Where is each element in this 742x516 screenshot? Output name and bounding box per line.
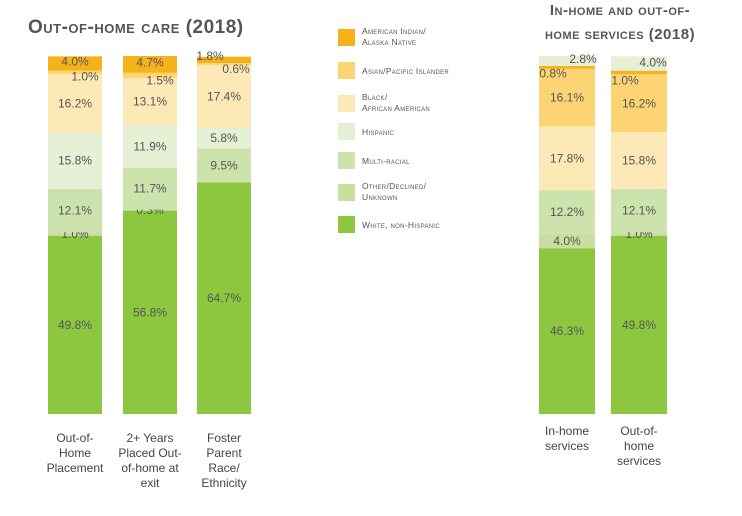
category-label: Out-of-Home Placement [47, 431, 104, 475]
data-label: 11.7% [133, 182, 166, 196]
data-label: 0.8% [539, 66, 567, 80]
data-label: 16.2% [58, 96, 92, 110]
data-label: 4.0% [61, 55, 89, 69]
category-label: Out-of-home services [617, 424, 661, 468]
data-label: 4.7% [136, 55, 164, 69]
bar-segment-multi-racial [611, 188, 667, 233]
data-label: 49.8% [58, 318, 92, 332]
bar-segment-black-african-american [197, 65, 251, 128]
bar-segment-white-non-hispanic [539, 248, 595, 414]
data-label: 4.0% [553, 234, 581, 248]
data-label: 16.2% [622, 96, 656, 110]
bar-segment-hispanic [123, 125, 177, 168]
chart-title-out-of-home-care: Out-of-home care (2018) [28, 17, 244, 38]
legend-label: Hispanic [362, 127, 394, 137]
chart-title-services-line2: home services (2018) [545, 26, 695, 43]
bar-segment-other-declined-unknown [539, 233, 595, 249]
bar-segment-hispanic [539, 56, 595, 67]
bar-segment-american-indian-alaska-native [48, 56, 102, 71]
data-label: 1.8% [196, 49, 224, 63]
chart-title-services-line1: In-home and out-of- [550, 2, 690, 19]
legend-label: Asian/Pacific Islander [362, 66, 449, 76]
data-label: 0.6% [222, 62, 250, 76]
bar-segment-american-indian-alaska-native [539, 66, 595, 69]
bar-segment-american-indian-alaska-native [123, 56, 177, 73]
data-label: 15.8% [58, 154, 92, 168]
data-label: 4.0% [639, 56, 667, 70]
data-label: 17.8% [550, 151, 584, 165]
bar-segment-multi-racial [197, 148, 251, 183]
data-label: 1.0% [611, 73, 639, 87]
bar-segment-asian-pacific-islander [123, 72, 177, 79]
bar-segment-hispanic [48, 132, 102, 189]
legend-swatch-black-african-american [338, 95, 355, 112]
bar-segment-asian-pacific-islander [611, 74, 667, 133]
legend-swatch-other-declined-unknown [338, 184, 355, 201]
bar-segment-multi-racial [123, 167, 177, 210]
bar-segment-black-african-american [48, 74, 102, 133]
data-label: 17.4% [207, 89, 241, 103]
category-label: 2+ Years Placed Out-of-home at exit [118, 431, 181, 490]
data-label: 64.7% [207, 291, 241, 305]
category-label: In-home services [545, 424, 589, 453]
data-label: 16.1% [550, 91, 584, 105]
data-label: 12.1% [622, 203, 656, 217]
legend-label: Multi-racial [362, 156, 410, 166]
bar-segment-multi-racial [48, 188, 102, 233]
bar-segment-other-declined-unknown [123, 209, 177, 211]
legend-swatch-hispanic [338, 123, 355, 140]
bar-segment-other-declined-unknown [48, 232, 102, 236]
bar-segment-hispanic [611, 56, 667, 71]
legend-label: Other/Declined/Unknown [362, 181, 427, 202]
legend-swatch-white-non-hispanic [338, 216, 355, 233]
data-label: 1.5% [146, 74, 174, 88]
data-label: 1.0% [71, 69, 99, 83]
data-label: 11.9% [133, 139, 166, 153]
chart-legend: American Indian/Alaska Native Asian/Pacif… [338, 26, 449, 233]
bar-segment-white-non-hispanic [48, 235, 102, 414]
category-label: Foster Parent Race/Ethnicity [201, 431, 246, 490]
bar-segment-white-non-hispanic [123, 210, 177, 414]
bar-segment-black-african-american [123, 78, 177, 126]
legend-label: Black/African American [362, 92, 430, 113]
legend-swatch-asian-pacific-islander [338, 62, 355, 79]
legend-label: White, non-Hispanic [362, 220, 440, 230]
bar-segment-white-non-hispanic [197, 182, 251, 414]
bar-segment-asian-pacific-islander [48, 70, 102, 75]
data-label: 5.8% [210, 131, 238, 145]
bar-segment-american-indian-alaska-native [197, 56, 251, 64]
chart-left-bars: 49.8%1.0%12.1%15.8%16.2%1.0%4.0%Out-of-H… [47, 49, 251, 490]
data-label: 2.8% [569, 52, 597, 66]
bar-segment-american-indian-alaska-native [611, 70, 667, 75]
data-label: 12.2% [550, 205, 584, 219]
data-label: 56.8% [133, 305, 167, 319]
bar-segment-asian-pacific-islander [539, 68, 595, 127]
data-label: 49.8% [622, 318, 656, 332]
bar-segment-hispanic [197, 127, 251, 149]
bar-segment-asian-pacific-islander [197, 63, 251, 66]
bar-segment-black-african-american [611, 132, 667, 189]
bar-segment-white-non-hispanic [611, 235, 667, 414]
bar-segment-other-declined-unknown [611, 232, 667, 236]
bar-segment-multi-racial [539, 190, 595, 234]
data-label: 15.8% [622, 154, 656, 168]
legend-swatch-multi-racial [338, 152, 355, 169]
data-label: 9.5% [210, 158, 238, 172]
bar-segment-black-african-american [539, 126, 595, 191]
data-label: 13.1% [133, 95, 167, 109]
data-label: 46.3% [550, 324, 584, 338]
legend-label: American Indian/Alaska Native [362, 26, 426, 47]
data-label: 12.1% [58, 203, 92, 217]
legend-swatch-american-indian-alaska-native [338, 29, 355, 46]
chart-right-bars: 46.3% 4.0% 12.2% 17.8% 16.1% 0.8%2.8% In-home s… [539, 52, 667, 468]
